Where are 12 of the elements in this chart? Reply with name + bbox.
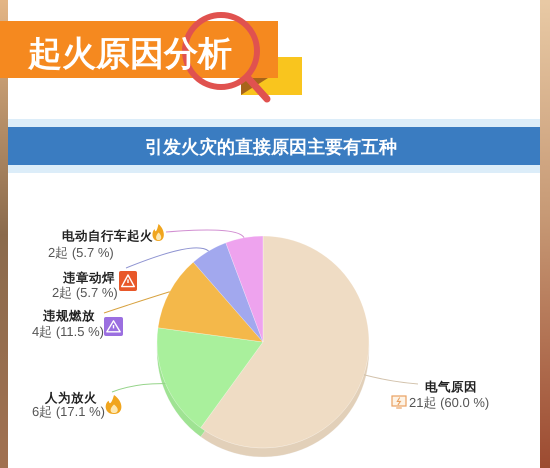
slice-label: 电气原因 [425, 380, 477, 394]
data-label: 2起 (5.7 %) [48, 245, 114, 260]
slice-label: 违规燃放 [42, 308, 96, 323]
chart-subtitle: 引发火灾的直接原因主要有五种 [145, 137, 397, 157]
data-label: 6起 (17.1 %) [32, 404, 105, 419]
data-label: 2起 (5.7 %) [52, 285, 118, 300]
chart-title: 起火原因分析 [27, 35, 232, 73]
slice-label: 电动自行车起火 [62, 228, 154, 243]
slice-label: 人为放火 [44, 391, 98, 405]
slice-label: 违章动焊 [62, 270, 115, 285]
data-label: 4起 (11.5 %) [32, 324, 104, 339]
data-label: 21起 (60.0 %) [409, 395, 490, 410]
